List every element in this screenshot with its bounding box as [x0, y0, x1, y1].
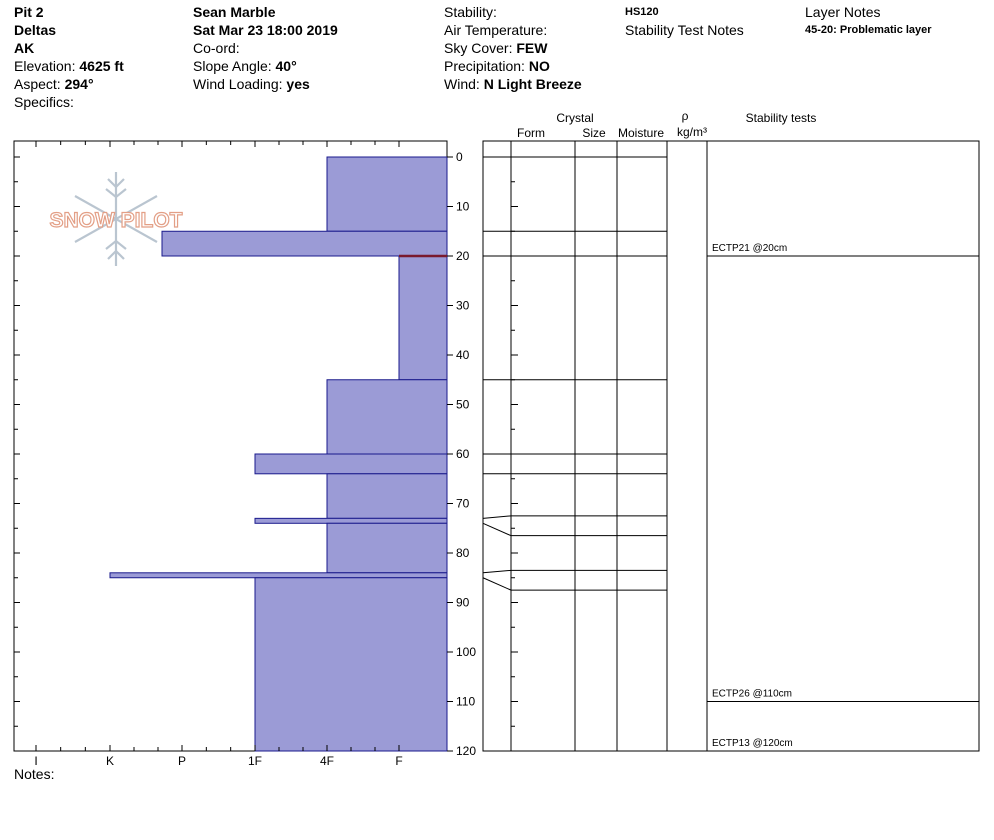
specifics-label: Specifics:: [14, 94, 74, 110]
depth-tick-label: 50: [456, 398, 470, 412]
sky-row: Sky Cover: FEW: [444, 39, 582, 57]
location-name: Deltas: [14, 22, 57, 38]
hardness-tick-label: I: [34, 754, 37, 768]
depth-axis: 0 10 20 30 40 50 60 70 80 90 100 110 120: [14, 150, 518, 758]
hardness-layer-bar: [326, 473, 448, 519]
table-connector-line: [482, 522, 512, 537]
wind-loading-value: yes: [286, 76, 310, 92]
observer-name: Sean Marble: [193, 4, 276, 20]
slope-label: Slope Angle:: [193, 58, 276, 74]
elevation-label: Elevation:: [14, 58, 80, 74]
layer-notes-info: Layer Notes 45-20: Problematic layer: [805, 3, 932, 39]
elevation-row: Elevation: 4625 ft: [14, 57, 124, 75]
snowflake-logo-icon: [74, 172, 158, 266]
moisture-header: Moisture: [618, 126, 664, 140]
wind-value: N Light Breeze: [483, 76, 582, 92]
sky-label: Sky Cover:: [444, 40, 517, 56]
table-connector-line: [482, 569, 512, 574]
stability-test-label: ECTP26 @110cm: [712, 689, 792, 700]
hardness-tick-label: P: [178, 754, 186, 768]
hardness-tick-label: K: [106, 754, 114, 768]
sky-value: FEW: [516, 40, 548, 56]
table-connector-line: [482, 515, 512, 519]
stability-notes-label: Stability Test Notes: [625, 22, 744, 38]
hardness-tick-label: 1F: [248, 754, 262, 768]
hardness-tick-label: F: [395, 754, 402, 768]
depth-tick-label: 90: [456, 596, 470, 610]
notes-label: Notes:: [14, 766, 54, 782]
hardness-layer-bar: [326, 379, 448, 455]
rho-header: ρ: [682, 109, 689, 123]
hardness-layer-bar: [398, 255, 448, 381]
hardness-layer-bar: [326, 522, 448, 574]
layer-note: 45-20: Problematic layer: [805, 24, 932, 36]
hardness-layer-bar: [109, 572, 448, 579]
wind-row: Wind: N Light Breeze: [444, 75, 582, 93]
stability-test-label: ECTP13 @120cm: [712, 738, 793, 749]
hardness-layer-bar: [161, 230, 448, 257]
layer-notes-label: Layer Notes: [805, 4, 881, 20]
stability-label: Stability:: [444, 4, 497, 20]
slope-value: 40°: [275, 58, 297, 74]
slope-row: Slope Angle: 40°: [193, 57, 338, 75]
depth-tick-label: 120: [456, 744, 476, 758]
stability-test-entries: ECTP21 @20cm ECTP26 @110cm ECTP13 @120cm: [707, 243, 979, 749]
wind-label: Wind:: [444, 76, 484, 92]
wind-loading-row: Wind Loading: yes: [193, 75, 338, 93]
aspect-label: Aspect:: [14, 76, 65, 92]
snow-pilot-logo: SNOW PILOT: [50, 209, 183, 232]
aspect-row: Aspect: 294°: [14, 75, 124, 93]
hardness-layer-bar: [254, 453, 448, 475]
depth-tick-label: 20: [456, 249, 470, 263]
layer-table-frame: [482, 140, 980, 752]
wind-loading-label: Wind Loading:: [193, 76, 287, 92]
hardness-tick-label: 4F: [320, 754, 334, 768]
hs-value: HS120: [625, 6, 659, 18]
conditions-info: Stability: Air Temperature: Sky Cover: F…: [444, 3, 582, 93]
coord-label: Co-ord:: [193, 40, 240, 56]
table-connector-line: [482, 577, 512, 591]
observer-info: Sean Marble Sat Mar 23 18:00 2019 Co-ord…: [193, 3, 338, 93]
form-header: Form: [517, 126, 545, 140]
depth-tick-label: 0: [456, 150, 463, 164]
stability-tests-header: Stability tests: [746, 111, 817, 125]
density-unit-header: kg/m³: [677, 125, 707, 139]
elevation-value: 4625 ft: [79, 58, 124, 74]
crystal-header: Crystal: [556, 111, 593, 125]
pit-name: Pit 2: [14, 4, 44, 20]
layer-table-rows: [482, 156, 667, 591]
precip-label: Precipitation:: [444, 58, 529, 74]
air-temp-label: Air Temperature:: [444, 22, 548, 38]
depth-tick-label: 30: [456, 299, 470, 313]
depth-tick-label: 100: [456, 645, 476, 659]
precip-row: Precipitation: NO: [444, 57, 582, 75]
hardness-layer-bar: [254, 577, 448, 752]
stability-notes-info: HS120 Stability Test Notes: [625, 3, 744, 39]
observation-datetime: Sat Mar 23 18:00 2019: [193, 22, 338, 38]
hardness-axis: I K P 1F 4F F: [34, 141, 403, 768]
depth-tick-label: 60: [456, 447, 470, 461]
size-header: Size: [582, 126, 606, 140]
depth-tick-label: 80: [456, 546, 470, 560]
depth-tick-label: 110: [456, 695, 475, 709]
precip-value: NO: [528, 58, 550, 74]
stability-test-label: ECTP21 @20cm: [712, 243, 787, 254]
pit-info: Pit 2 Deltas AK Elevation: 4625 ft Aspec…: [14, 3, 124, 111]
depth-tick-label: 10: [456, 200, 470, 214]
depth-tick-label: 40: [456, 348, 470, 362]
depth-tick-label: 70: [456, 497, 470, 511]
hardness-layer-bar: [254, 517, 448, 524]
aspect-value: 294°: [64, 76, 94, 92]
hardness-layer-bar: [326, 156, 448, 232]
state-name: AK: [14, 40, 35, 56]
hardness-layers: [109, 156, 448, 752]
